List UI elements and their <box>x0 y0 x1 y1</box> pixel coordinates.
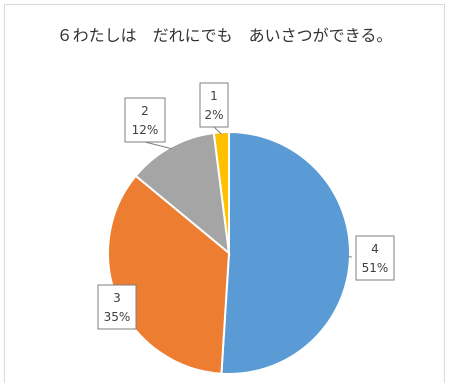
pie-slice-4 <box>220 130 352 375</box>
data-label-box-4 <box>355 235 395 281</box>
data-label-percent-3: 35% <box>104 310 131 324</box>
data-label-category-1: 1 <box>210 89 218 103</box>
pie-slice-1 <box>212 130 230 254</box>
data-label-box-3 <box>97 284 137 330</box>
data-label-category-4: 4 <box>371 242 379 256</box>
data-label-category-3: 3 <box>113 291 121 305</box>
data-label-percent-2: 12% <box>132 123 159 137</box>
data-label-box-1 <box>199 82 229 128</box>
data-label-box-2 <box>124 97 166 143</box>
data-label-percent-1: 2% <box>204 108 223 122</box>
pie-slice-2 <box>134 131 231 256</box>
data-label-percent-4: 51% <box>362 261 389 275</box>
chart-area <box>4 4 445 383</box>
chart-title: ６わたしは だれにでも あいさつができる。 <box>56 26 393 45</box>
leader-line-2 <box>144 141 172 150</box>
data-label-category-2: 2 <box>141 104 149 118</box>
leader-line-1 <box>213 126 222 135</box>
